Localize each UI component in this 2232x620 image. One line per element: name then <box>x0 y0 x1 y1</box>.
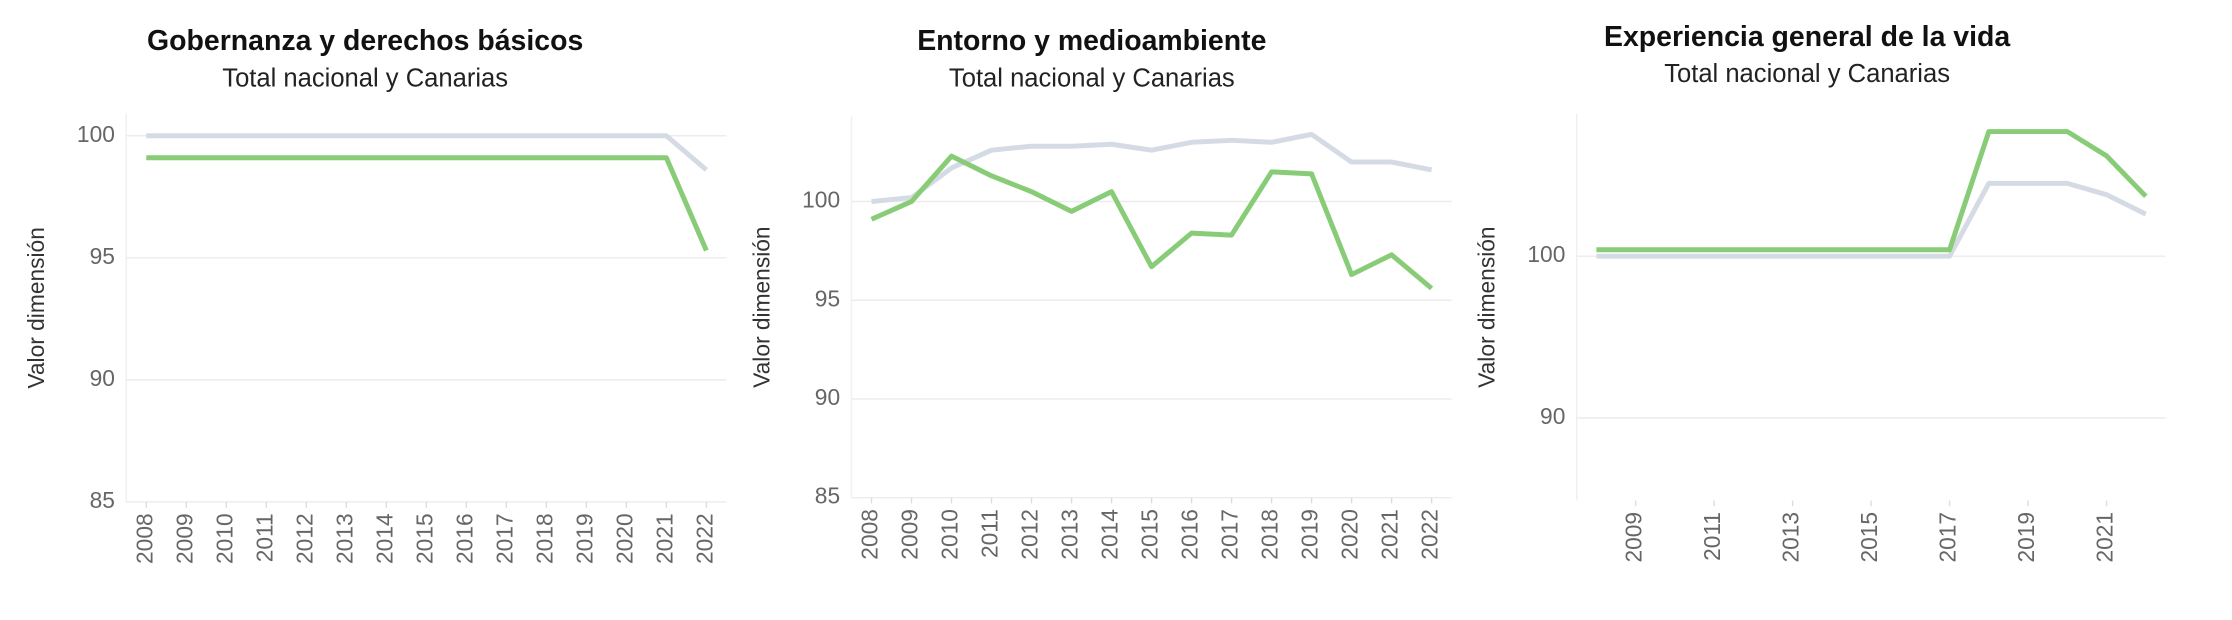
y-tick-label: 100 <box>77 121 115 147</box>
series-line <box>1596 180 2147 259</box>
x-tick-label: 2017 <box>1935 512 1961 563</box>
x-tick-label: 2016 <box>451 513 477 564</box>
y-axis-label: Valor dimensión <box>1474 226 1500 387</box>
x-tick-label: 2009 <box>171 513 197 564</box>
x-tick-label: 2013 <box>1057 509 1083 560</box>
x-tick-label: 2017 <box>491 513 517 564</box>
chart-title: Experiencia general de la vida <box>1604 21 2010 53</box>
y-tick-label: 90 <box>815 384 840 410</box>
x-tick-label: 2017 <box>1217 509 1243 560</box>
x-tick-label: 2012 <box>1017 509 1043 560</box>
y-tick-label: 100 <box>1527 241 1565 267</box>
y-axis-label: Valor dimensión <box>748 226 774 387</box>
series-line <box>1596 129 2148 253</box>
x-tick-label: 2008 <box>857 509 883 560</box>
x-tick-label: 2008 <box>131 513 157 564</box>
x-tick-label: 2009 <box>897 509 923 560</box>
x-tick-label: 2020 <box>611 513 637 564</box>
y-tick-label: 90 <box>1540 403 1565 429</box>
chart-subtitle: Total nacional y Canarias <box>949 64 1235 92</box>
x-tick-label: 2022 <box>691 513 717 564</box>
x-tick-label: 2021 <box>651 513 677 564</box>
y-tick-label: 95 <box>815 285 840 311</box>
x-tick-label: 2010 <box>937 509 963 560</box>
chart-title: Gobernanza y derechos básicos <box>147 25 583 57</box>
x-tick-label: 2010 <box>211 513 237 564</box>
x-tick-label: 2013 <box>331 513 357 564</box>
x-tick-label: 2018 <box>1257 509 1283 560</box>
x-tick-label: 2014 <box>1097 509 1123 560</box>
x-tick-label: 2021 <box>1377 509 1403 560</box>
x-tick-label: 2009 <box>1621 512 1647 563</box>
y-tick-label: 90 <box>90 365 115 391</box>
series-line <box>871 131 1433 204</box>
x-tick-label: 2022 <box>1417 509 1443 560</box>
y-tick-label: 85 <box>815 483 840 509</box>
chart-title: Entorno y medioambiente <box>917 25 1266 57</box>
x-tick-label: 2018 <box>531 513 557 564</box>
x-tick-label: 2020 <box>1337 509 1363 560</box>
x-tick-label: 2011 <box>977 509 1003 558</box>
x-tick-label: 2019 <box>571 513 597 564</box>
chart-subtitle: Total nacional y Canarias <box>222 64 508 92</box>
chart-subtitle: Total nacional y Canarias <box>1664 60 1950 88</box>
x-tick-label: 2011 <box>251 513 277 562</box>
x-tick-label: 2013 <box>1778 512 1804 563</box>
x-tick-label: 2014 <box>371 513 397 564</box>
series-line <box>870 153 1434 291</box>
x-tick-label: 2012 <box>291 513 317 564</box>
y-tick-label: 85 <box>90 487 115 513</box>
y-tick-label: 100 <box>802 187 840 213</box>
x-tick-label: 2015 <box>1856 512 1882 563</box>
x-tick-label: 2021 <box>2092 512 2118 563</box>
x-tick-label: 2019 <box>1297 509 1323 560</box>
series-line <box>146 155 709 252</box>
y-axis-label: Valor dimensión <box>23 227 49 388</box>
x-tick-label: 2016 <box>1177 509 1203 560</box>
x-tick-label: 2019 <box>2013 512 2039 563</box>
x-tick-label: 2015 <box>1137 509 1163 560</box>
y-tick-label: 95 <box>90 243 115 269</box>
series-line <box>146 133 708 172</box>
x-tick-label: 2015 <box>411 513 437 564</box>
x-tick-label: 2011 <box>1699 512 1725 561</box>
